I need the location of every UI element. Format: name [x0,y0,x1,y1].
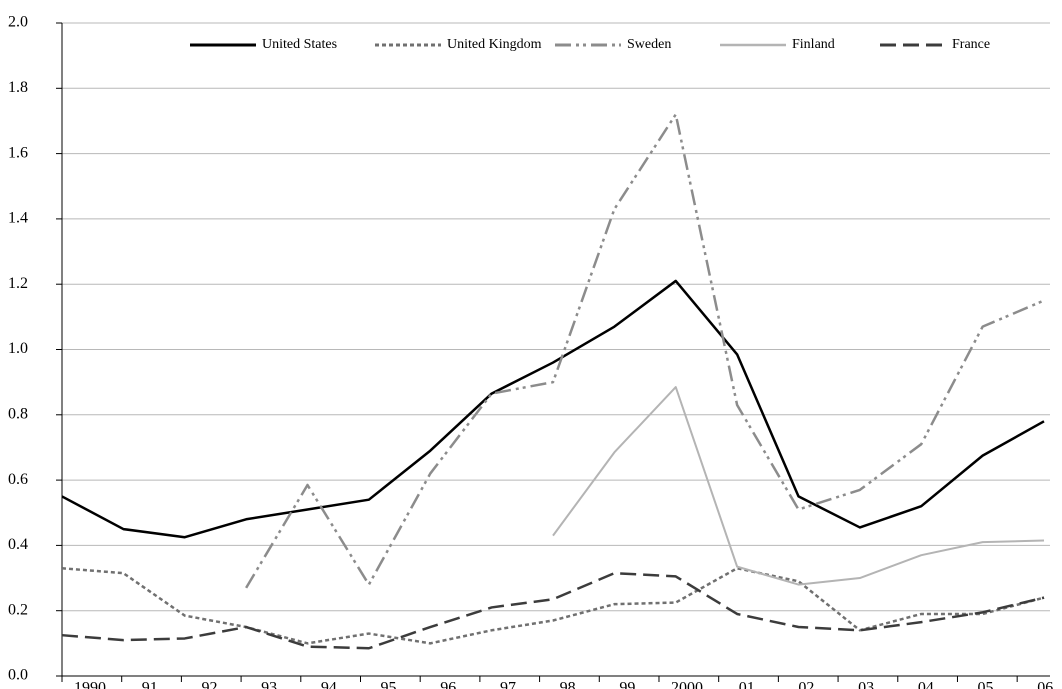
x-tick-label: 93 [261,680,277,689]
x-tick-label: 91 [142,680,158,689]
x-tick-label: 01 [739,680,755,689]
x-tick-label: 99 [619,680,635,689]
x-tick-label: 04 [918,680,934,689]
x-tick-label: 97 [500,680,516,689]
series-line [61,571,1045,650]
legend-label: United Kingdom [447,37,542,52]
x-tick-label: 96 [440,680,456,689]
y-tick-label: 0.6 [8,471,28,488]
y-tick-label: 1.0 [8,340,28,357]
x-tick-label: 98 [560,680,576,689]
y-tick-label: 1.8 [8,79,28,96]
x-tick-label: 03 [858,680,874,689]
legend-label: United States [262,37,337,52]
x-tick-label: 2000 [671,680,703,689]
y-tick-label: 1.2 [8,275,28,292]
y-tick-label: 0.4 [8,536,28,553]
series-line [61,567,1045,645]
y-tick-label: 2.0 [8,14,28,31]
series-line [552,386,1045,586]
legend-label: Sweden [627,37,671,52]
x-tick-label: 95 [381,680,397,689]
series-line [61,279,1045,539]
x-tick-label: 06 [1037,680,1053,689]
x-tick-label: 1990 [74,680,106,689]
legend-label: France [952,37,990,52]
legend: United States United Kingdom Sweden Finland… [166,30,1046,60]
y-tick-label: 0.2 [8,601,28,618]
y-tick-label: 1.4 [8,210,28,227]
y-tick-label: 1.6 [8,144,28,161]
series-line [245,113,1045,589]
x-tick-label: 92 [201,680,217,689]
x-tick-label: 02 [798,680,814,689]
legend-label: Finland [792,37,835,52]
x-tick-label: 94 [321,680,337,689]
y-tick-label: 0.8 [8,405,28,422]
x-tick-label: 05 [978,680,994,689]
y-tick-label: 0.0 [8,667,28,684]
